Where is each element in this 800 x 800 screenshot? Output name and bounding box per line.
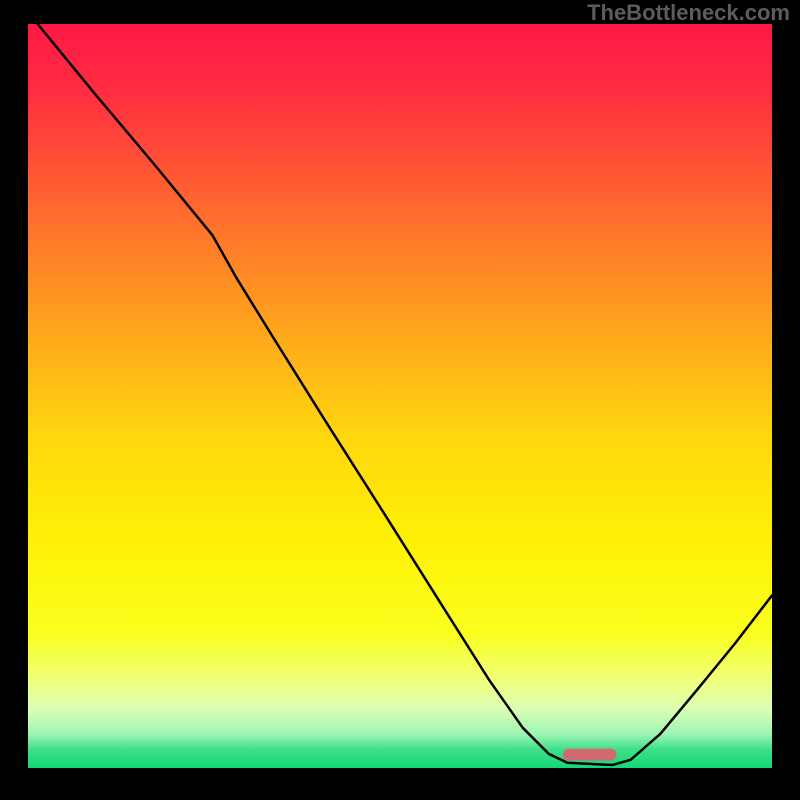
- gradient-background: [28, 24, 772, 768]
- chart-svg: [28, 24, 772, 768]
- chart-frame: [0, 0, 800, 800]
- plot-area: [28, 24, 772, 768]
- optimal-marker: [563, 749, 617, 761]
- watermark-text: TheBottleneck.com: [587, 0, 790, 26]
